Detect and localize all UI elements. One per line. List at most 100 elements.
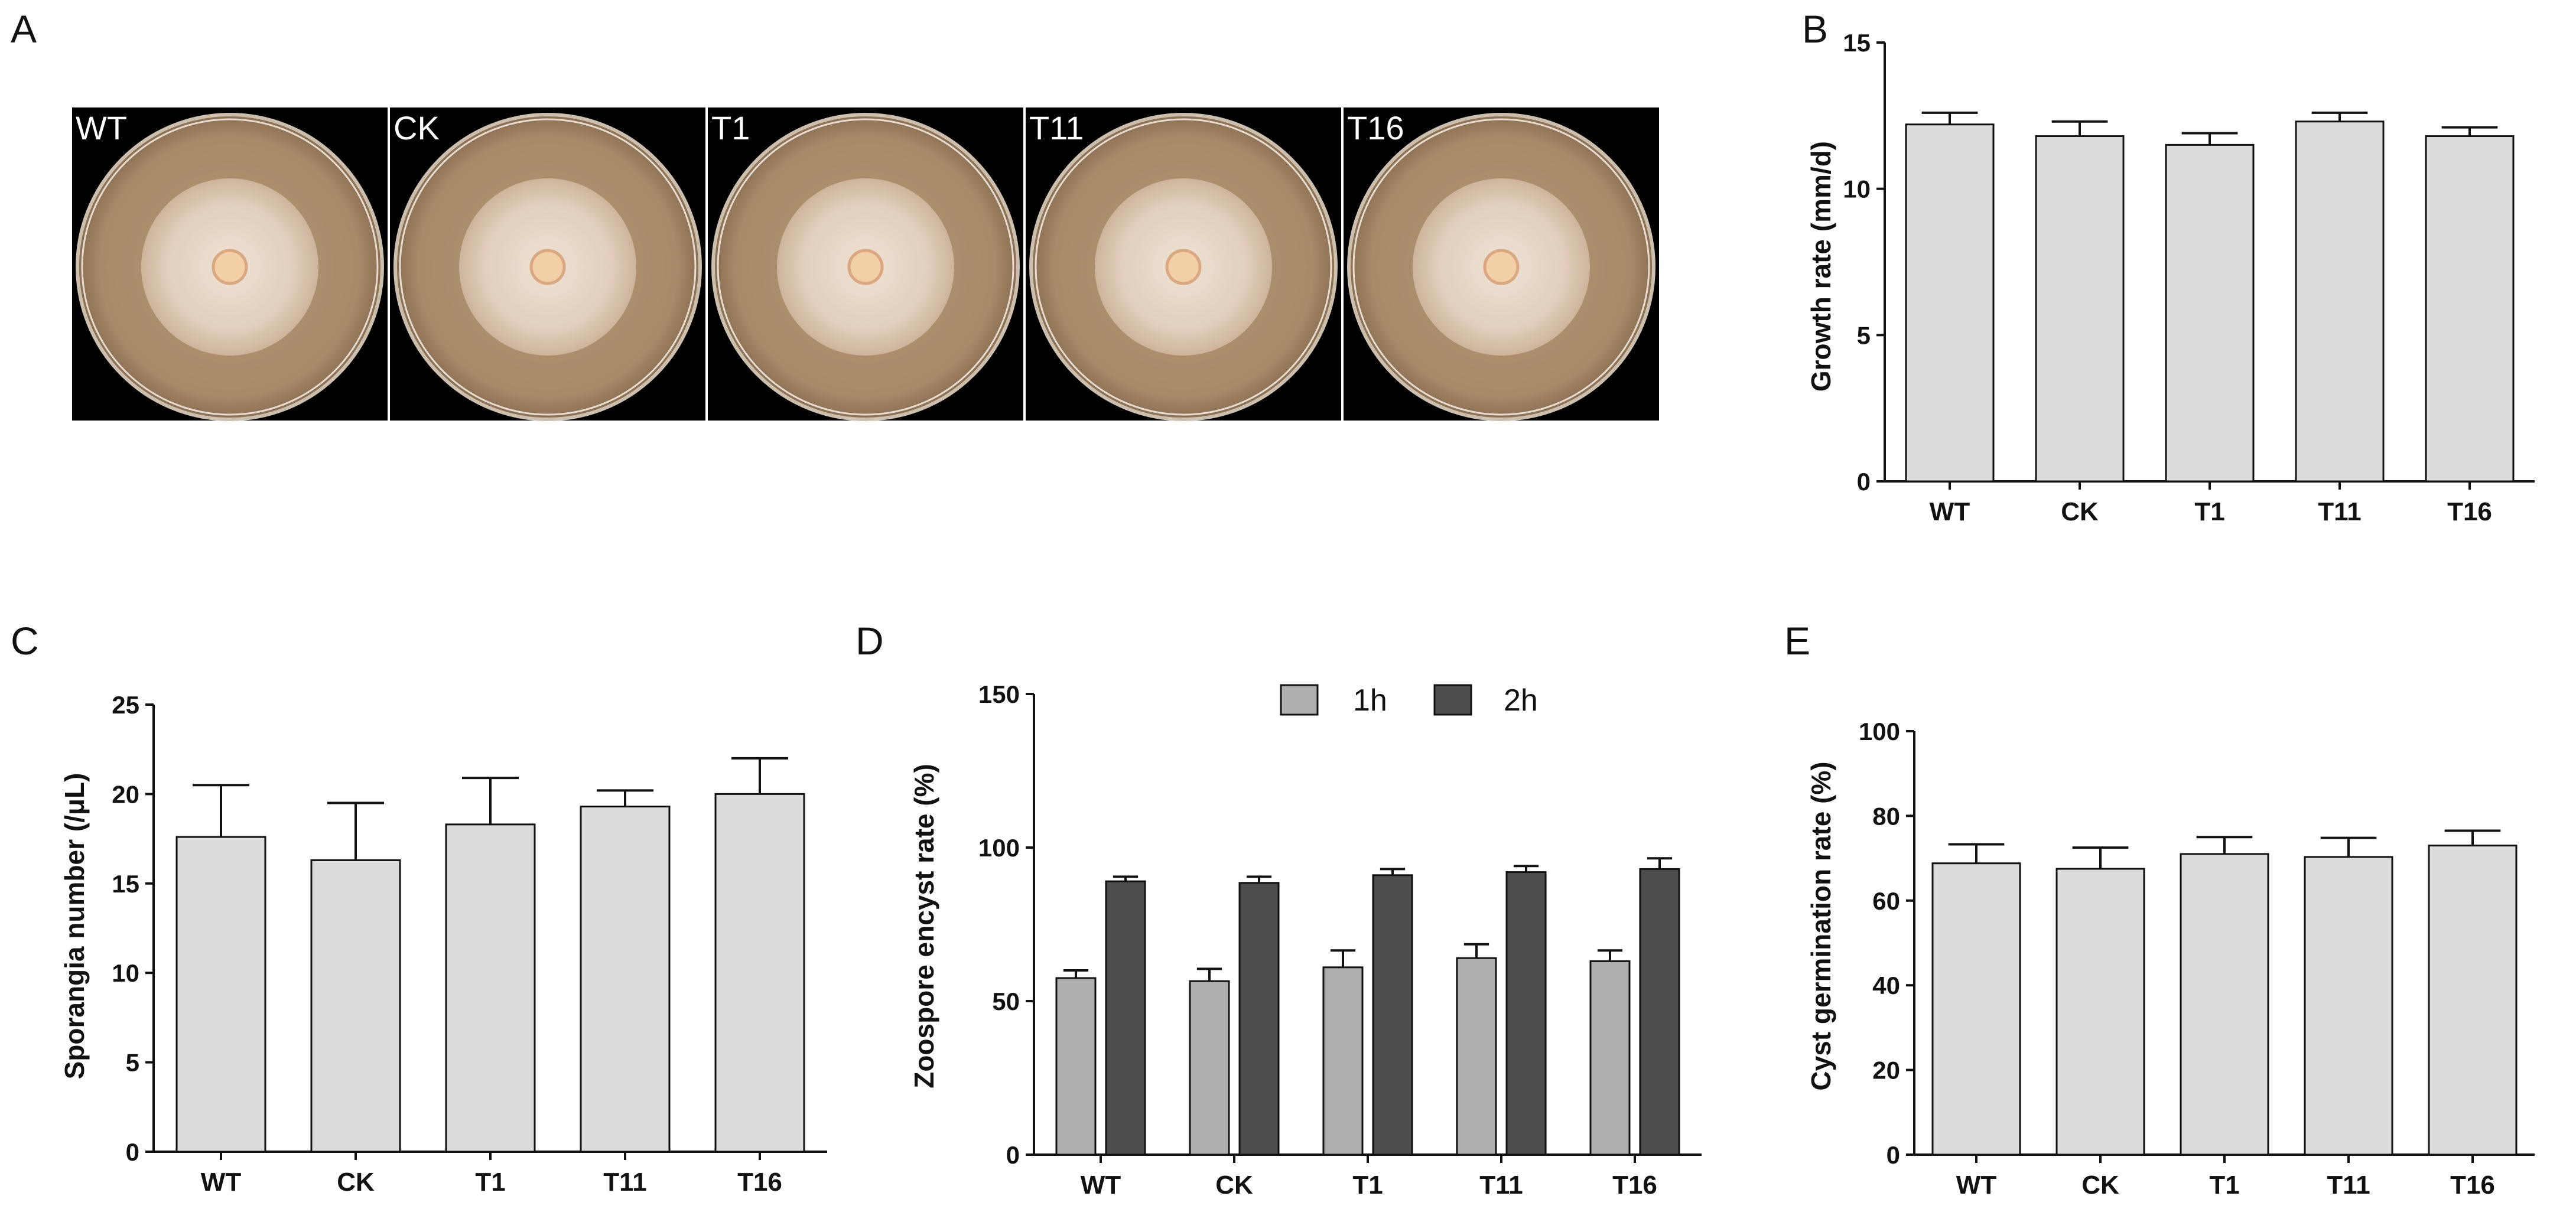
bar-t16-1h xyxy=(1589,960,1631,1156)
x-tick-label: T1 xyxy=(475,1168,505,1197)
chart-c-plot: 0 5 10 15 20 25 WT CK T1 T11 T16 xyxy=(112,691,827,1197)
y-tick-label: 20 xyxy=(112,780,139,808)
chart-d-plot: 0 50 100 150 WT CK T1 T11 T16 xyxy=(978,680,1702,1200)
plate-label: T11 xyxy=(1029,109,1084,146)
y-tick-label: 20 xyxy=(1872,1057,1900,1084)
chart-b-plot: 0 5 10 15 WT CK T1 T11 T16 xyxy=(1843,29,2535,526)
bar-ck-1h xyxy=(1189,980,1230,1156)
chart-panel-c: C Sporangia number (/μL) 0 5 10 15 20 25 WT CK T… xyxy=(11,619,827,1197)
plate-label: WT xyxy=(76,109,127,146)
y-tick-label: 100 xyxy=(978,834,1020,862)
y-tick-label: 15 xyxy=(112,870,139,898)
y-tick-label: 10 xyxy=(112,959,139,987)
x-tick-label: WT xyxy=(1930,497,1970,526)
bar-wt xyxy=(175,836,266,1153)
y-axis-title-e: Cyst germination rate (%) xyxy=(1806,761,1836,1090)
x-tick-label: T11 xyxy=(1479,1171,1523,1200)
bar-wt xyxy=(1905,123,1995,483)
inoculum-plug xyxy=(1483,249,1520,285)
petri-dish-rim xyxy=(1352,118,1650,416)
x-tick-label: T1 xyxy=(1352,1171,1383,1200)
bar-t11-1h xyxy=(1456,957,1497,1156)
x-tick-label: T1 xyxy=(2209,1171,2239,1200)
inoculum-plug xyxy=(212,249,248,285)
x-tick-label: T16 xyxy=(2447,497,2492,526)
legend-label-2h: 2h xyxy=(1504,683,1538,718)
chart-panel-d: D Zoospore encyst rate (%) 1h 2h 0 50 100 1… xyxy=(856,619,1702,1200)
inoculum-plug xyxy=(529,249,566,285)
panel-letter-c: C xyxy=(11,619,39,663)
y-tick-label: 40 xyxy=(1872,972,1900,999)
bar-t11 xyxy=(2304,856,2393,1156)
plate-t16: T16 xyxy=(1344,107,1659,421)
bar-t11 xyxy=(580,806,671,1153)
panel-letter-d: D xyxy=(856,619,884,663)
panel-a: A WT CK T1 T11 T16 xyxy=(11,7,1659,421)
plate-label: T16 xyxy=(1347,109,1404,146)
bar-ck xyxy=(2035,135,2125,483)
bar-wt xyxy=(1931,862,2021,1156)
inoculum-plug xyxy=(847,249,884,285)
y-tick-label: 100 xyxy=(1859,718,1900,745)
x-tick-label: T16 xyxy=(1612,1171,1657,1200)
x-tick-label: T16 xyxy=(2450,1171,2495,1200)
bar-t11 xyxy=(2295,120,2385,483)
x-tick-label: T11 xyxy=(2318,497,2361,526)
y-tick-label: 0 xyxy=(1857,468,1871,496)
bar-t1 xyxy=(445,823,536,1153)
bar-t11-2h xyxy=(1505,871,1547,1156)
petri-dish-rim xyxy=(1035,118,1332,416)
y-tick-label: 0 xyxy=(1006,1141,1020,1169)
x-tick-label: CK xyxy=(337,1168,375,1197)
plate-wt: WT xyxy=(72,107,388,421)
plate-strip: WT CK T1 T11 T16 xyxy=(72,107,1659,421)
plate-t1: T1 xyxy=(708,107,1023,421)
bar-wt-1h xyxy=(1055,977,1097,1156)
x-tick-label: CK xyxy=(1215,1171,1253,1200)
chart-e-plot: 0 20 40 60 80 100 WT CK T1 T11 T16 xyxy=(1859,718,2535,1200)
bar-ck xyxy=(2055,868,2145,1156)
y-tick-label: 80 xyxy=(1872,802,1900,830)
bar-t16 xyxy=(2425,135,2515,483)
x-tick-label: WT xyxy=(1956,1171,1997,1200)
bar-t1-2h xyxy=(1372,874,1413,1156)
bar-t16 xyxy=(714,793,805,1153)
x-tick-label: T16 xyxy=(737,1168,782,1197)
panel-letter-a: A xyxy=(11,7,37,51)
chart-panel-e: E Cyst germination rate (%) 0 20 40 60 80 100… xyxy=(1784,619,2535,1200)
y-tick-label: 50 xyxy=(992,988,1020,1015)
x-tick-label: T11 xyxy=(2327,1171,2370,1200)
plate-label: T1 xyxy=(711,109,750,146)
bar-t1 xyxy=(2180,853,2269,1156)
bar-t16-2h xyxy=(1639,868,1680,1156)
petri-dish-rim xyxy=(81,118,379,416)
y-tick-label: 0 xyxy=(126,1138,139,1166)
x-tick-label: WT xyxy=(201,1168,242,1197)
y-tick-label: 15 xyxy=(1843,29,1871,57)
bar-ck xyxy=(310,859,401,1153)
legend-swatch-1h xyxy=(1280,684,1319,716)
bar-wt-2h xyxy=(1105,880,1146,1156)
chart-panel-b: B Growth rate (mm/d) 0 5 10 15 WT CK T1 T11 T16 xyxy=(1802,7,2535,526)
y-tick-label: 60 xyxy=(1872,887,1900,915)
y-axis-title-c: Sporangia number (/μL) xyxy=(59,773,90,1080)
plate-ck: CK xyxy=(390,107,705,421)
y-axis-title-d: Zoospore encyst rate (%) xyxy=(909,764,939,1089)
x-tick-label: T1 xyxy=(2194,497,2224,526)
bar-t1-1h xyxy=(1322,966,1364,1156)
y-tick-label: 5 xyxy=(126,1049,139,1077)
x-tick-label: T11 xyxy=(603,1168,646,1197)
x-tick-label: CK xyxy=(2061,497,2099,526)
petri-dish-rim xyxy=(399,118,697,416)
inoculum-plug xyxy=(1165,249,1202,285)
y-tick-label: 25 xyxy=(112,691,139,719)
plate-t11: T11 xyxy=(1026,107,1341,421)
bar-t16 xyxy=(2428,845,2518,1156)
legend-d: 1h 2h xyxy=(1280,683,1538,718)
bar-t1 xyxy=(2165,144,2255,483)
x-tick-label: WT xyxy=(1081,1171,1121,1200)
panel-letter-e: E xyxy=(1784,619,1810,663)
plate-label: CK xyxy=(393,109,440,146)
bar-ck-2h xyxy=(1238,882,1280,1156)
